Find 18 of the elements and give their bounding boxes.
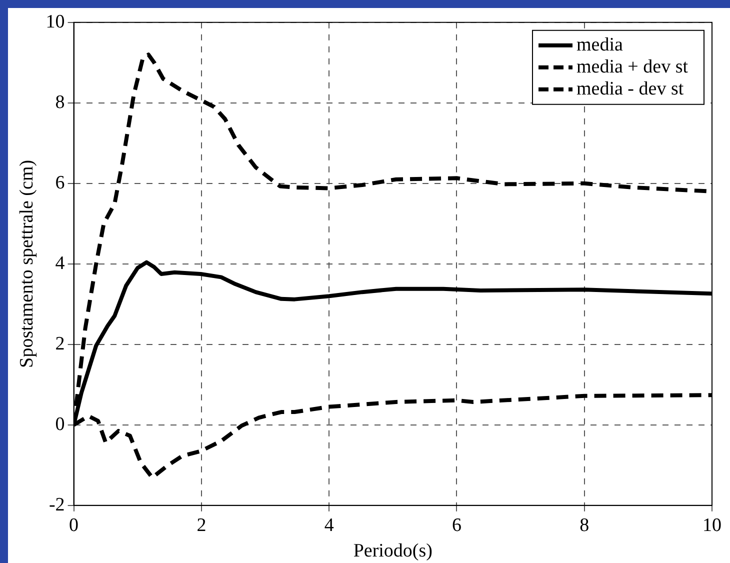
y-axis-title: Spostamento spettrale (cm) — [16, 160, 38, 368]
legend-label: media — [576, 34, 624, 56]
y-tick-label: -2 — [48, 494, 65, 516]
y-tick-label: 2 — [55, 333, 65, 354]
y-tick-label: 0 — [55, 414, 65, 435]
legend-label: media - dev st — [576, 78, 684, 100]
legend-label: media + dev st — [576, 56, 689, 78]
x-axis-title: Periodo(s) — [353, 540, 432, 562]
y-tick-label: 4 — [55, 252, 66, 274]
y-tick-label: 10 — [46, 11, 65, 32]
x-tick-label: 10 — [702, 514, 722, 536]
y-tick-label: 8 — [55, 92, 65, 113]
y-tick-label: 6 — [55, 172, 65, 194]
x-tick-label: 8 — [580, 514, 590, 536]
x-tick-label: 6 — [452, 514, 462, 536]
x-tick-label: 0 — [69, 514, 79, 536]
x-tick-label: 2 — [196, 514, 206, 536]
x-tick-label: 4 — [324, 514, 334, 536]
